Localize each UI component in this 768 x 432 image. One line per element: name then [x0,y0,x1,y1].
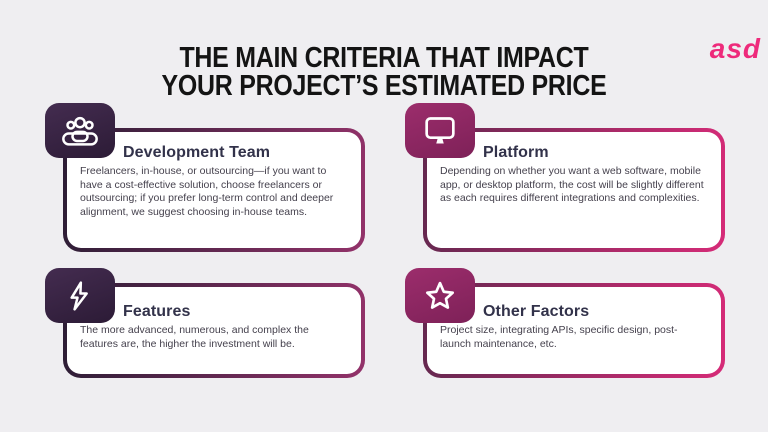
card-description: Project size, integrating APIs, specific… [440,324,678,350]
card-border: Other Factors Project size, integrating … [423,283,725,378]
monitor-icon [425,116,455,143]
card-description: The more advanced, numerous, and complex… [80,324,309,350]
card-panel: Platform Depending on whether you want a… [427,132,721,248]
brand-logo: asd [709,33,761,64]
card-panel: Other Factors Project size, integrating … [427,287,721,374]
team-icon [62,116,98,146]
card-title: Other Factors [483,303,590,320]
card-panel: Development Team Freelancers, in-house, … [67,132,361,248]
icon-box [405,268,475,323]
card-title: Features [123,303,191,320]
card-panel: Features The more advanced, numerous, an… [67,287,361,374]
icon-box [405,103,475,158]
card-border: Development Team Freelancers, in-house, … [63,128,365,252]
title-line-2: YOUR PROJECT’S ESTIMATED PRICE [161,69,607,102]
card-description: Depending on whether you want a web soft… [440,165,704,204]
lightning-icon [70,280,88,311]
title-line-1: THE MAIN CRITERIA THAT IMPACT [179,42,589,75]
card-title: Development Team [123,144,271,161]
icon-box [45,103,115,158]
card-description: Freelancers, in-house, or outsourcing—if… [80,165,334,218]
star-icon [426,281,454,309]
page-title: THE MAIN CRITERIA THAT IMPACT YOUR PROJE… [54,42,714,102]
card-title: Platform [483,144,549,161]
icon-box [45,268,115,323]
